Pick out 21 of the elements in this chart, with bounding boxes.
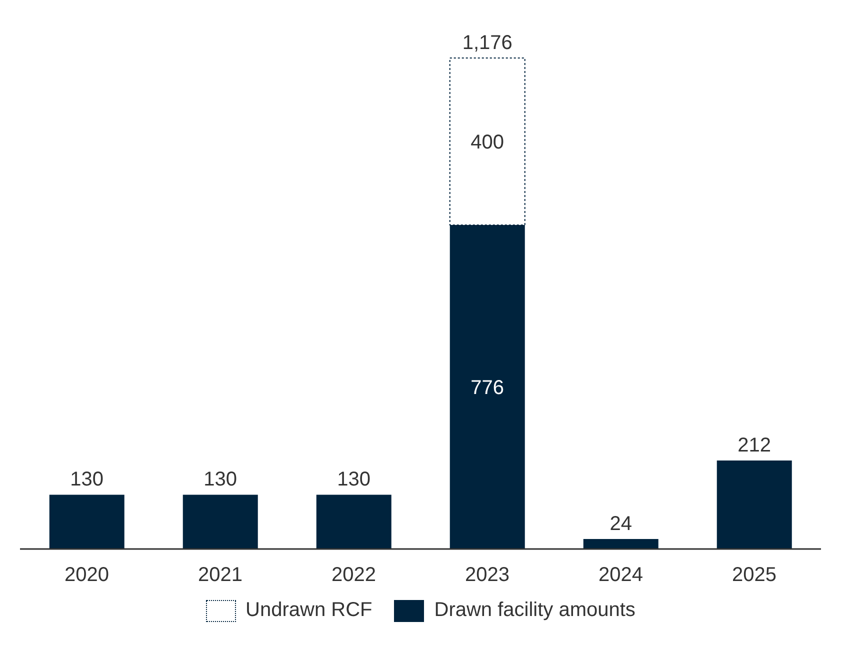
bar [716, 460, 792, 549]
data-label: 776 [470, 377, 504, 400]
x-tick-label: 2022 [332, 564, 376, 586]
data-label: 130 [337, 468, 371, 491]
x-tick-label: 2020 [64, 564, 109, 586]
bar [49, 494, 124, 549]
data-label: 400 [470, 132, 504, 154]
legend-label: Undrawn RCF [246, 599, 372, 622]
legend-label: Drawn facility amounts [434, 599, 636, 622]
data-label: 130 [70, 468, 104, 491]
x-tick-label: 2021 [198, 564, 242, 586]
total-label: 1,176 [462, 32, 512, 54]
x-tick-label: 2023 [465, 564, 510, 586]
x-tick-label: 2024 [598, 564, 643, 586]
x-tick-label: 2025 [732, 564, 776, 586]
data-label: 130 [204, 468, 238, 491]
bar [583, 538, 658, 549]
bar [316, 494, 392, 549]
bar [182, 494, 258, 549]
data-label: 24 [610, 512, 632, 535]
data-label: 212 [738, 434, 772, 456]
